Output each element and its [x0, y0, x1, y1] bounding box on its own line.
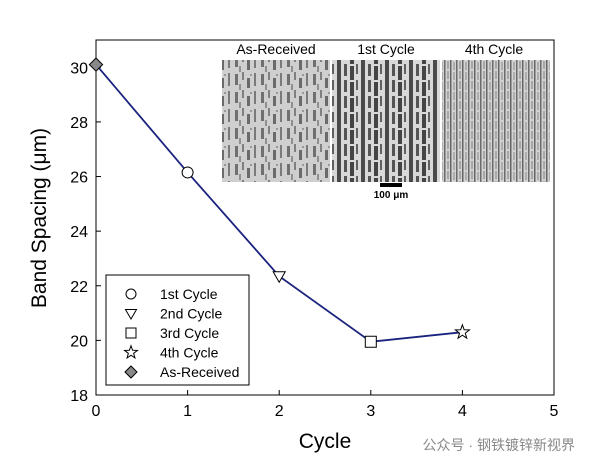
watermark: 公众号 · 钢铁镀锌新视界 [423, 437, 575, 453]
y-tick-label: 28 [70, 115, 88, 132]
legend-label-1st-cycle: 1st Cycle [160, 286, 218, 302]
legend-marker-2nd-cycle [124, 309, 138, 320]
x-axis-title: Cycle [299, 430, 352, 453]
y-tick-label: 24 [70, 224, 88, 241]
legend-marker-as-received [124, 365, 138, 379]
data-point-1st-cycle [181, 166, 194, 179]
inset-label-1st-cycle: 1st Cycle [357, 41, 415, 57]
micrograph-1st-cycle [332, 60, 440, 182]
legend-label-3rd-cycle: 3rd Cycle [160, 325, 219, 341]
legend-marker-4th-cycle [123, 344, 139, 360]
plot-frame [95, 39, 555, 396]
x-tick-label: 5 [550, 403, 559, 420]
x-tick-label: 0 [92, 403, 101, 420]
y-axis-ticks: 18 20 22 24 26 28 30 [70, 60, 101, 405]
micrograph-4th-cycle [442, 60, 550, 182]
micrograph-as-received [222, 60, 330, 182]
scale-bar-label: 100 μm [374, 190, 409, 201]
x-tick-label: 1 [183, 403, 192, 420]
data-point-3rd-cycle [364, 335, 377, 348]
inset-label-as-received: As-Received [236, 41, 315, 57]
legend-marker-1st-cycle [125, 288, 137, 300]
data-point-as-received [88, 57, 104, 72]
legend-label-4th-cycle: 4th Cycle [160, 345, 219, 361]
legend-marker-3rd-cycle [125, 327, 137, 339]
scale-bar [380, 183, 402, 187]
y-tick-label: 20 [70, 333, 88, 350]
legend-label-2nd-cycle: 2nd Cycle [160, 306, 222, 322]
x-tick-label: 4 [458, 403, 467, 420]
legend-label-as-received: As-Received [160, 364, 239, 380]
y-tick-label: 30 [70, 60, 88, 77]
inset-label-4th-cycle: 4th Cycle [465, 41, 524, 57]
x-tick-label: 3 [366, 403, 375, 420]
data-point-4th-cycle [453, 323, 471, 340]
legend: 1st Cycle 2nd Cycle 3rd Cycle 4th Cycle As-R… [105, 274, 250, 386]
y-tick-label: 26 [70, 170, 88, 187]
data-point-2nd-cycle [272, 271, 287, 284]
x-tick-label: 2 [275, 403, 284, 420]
y-axis-title: Band Spacing (μm) [28, 128, 51, 308]
data-markers [88, 57, 471, 348]
y-tick-label: 18 [70, 388, 88, 405]
y-tick-label: 22 [70, 279, 88, 296]
micrograph-insets: As-Received 1st Cycle 4th Cycle 100 μm [222, 41, 550, 201]
x-axis-ticks: 0 1 2 3 4 5 [92, 390, 559, 420]
